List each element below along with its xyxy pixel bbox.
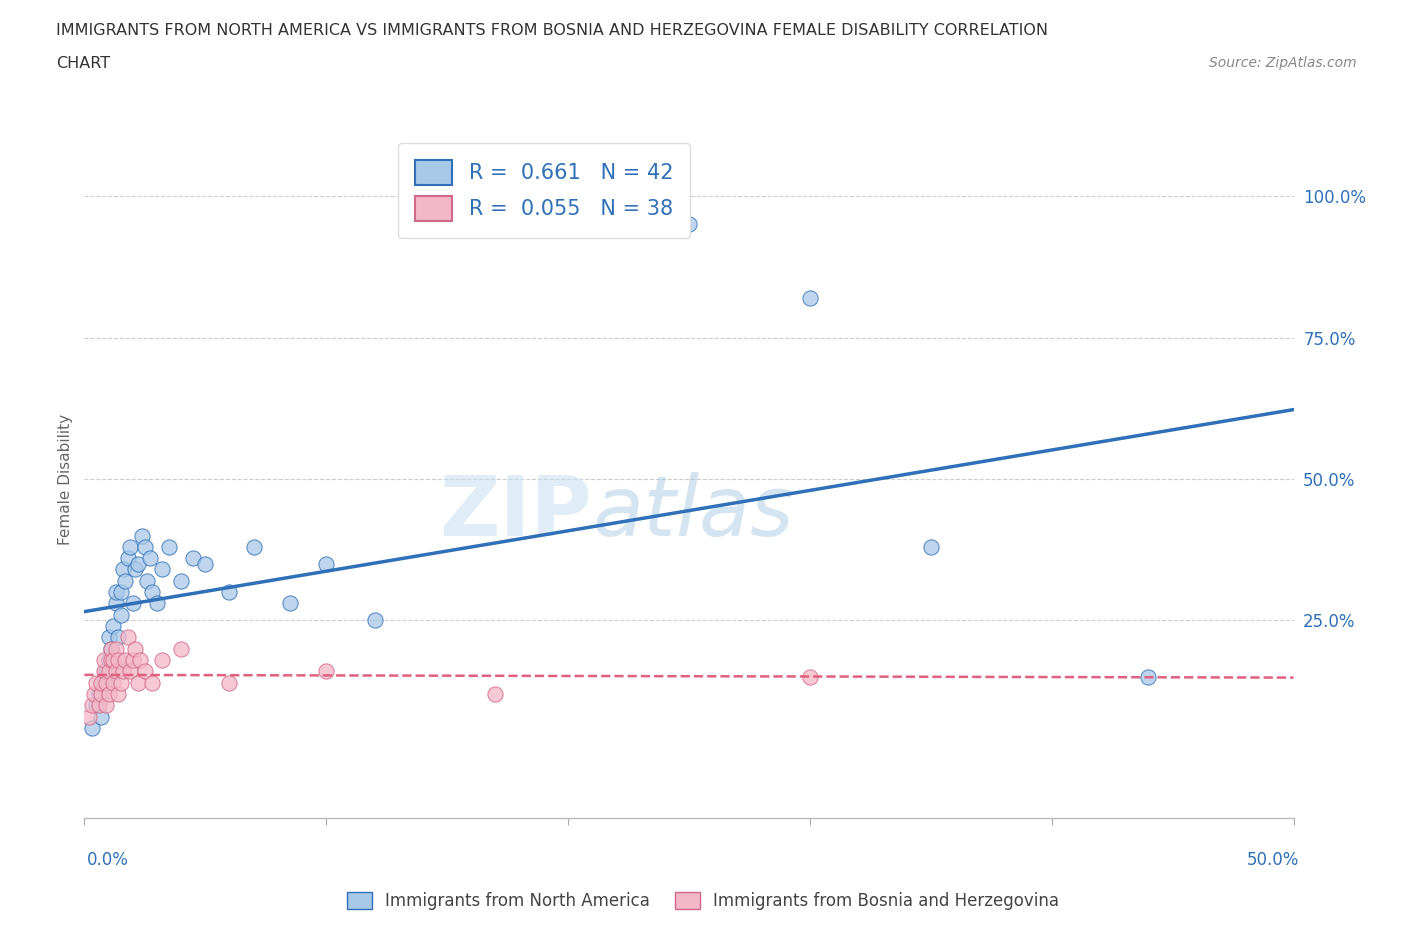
Point [114, 653, 136, 668]
Point [218, 675, 240, 690]
Legend: Immigrants from North America, Immigrants from Bosnia and Herzegovina: Immigrants from North America, Immigrant… [340, 885, 1066, 917]
Point [138, 551, 160, 565]
Point [90, 675, 112, 690]
Legend: R =  0.661   N = 42, R =  0.055   N = 38: R = 0.661 N = 42, R = 0.055 N = 38 [398, 143, 690, 238]
Point [94, 675, 117, 690]
Point [86, 698, 108, 712]
Point [112, 664, 135, 679]
Text: 50.0%: 50.0% [1247, 851, 1299, 869]
Point [94, 664, 117, 679]
Point [117, 551, 139, 565]
Point [114, 573, 136, 589]
Point [103, 618, 125, 633]
Point [141, 675, 163, 690]
Point [141, 585, 163, 600]
Point [104, 642, 127, 657]
Point [112, 562, 135, 577]
Point [77, 710, 100, 724]
Point [100, 642, 122, 657]
Point [120, 539, 142, 554]
Point [104, 596, 127, 611]
Point [97, 664, 120, 679]
Point [278, 596, 301, 611]
Point [93, 653, 115, 668]
Point [83, 686, 105, 701]
Point [181, 551, 204, 565]
Point [127, 675, 149, 690]
Point [110, 607, 132, 622]
Point [218, 585, 240, 600]
Text: ZIP: ZIP [440, 472, 592, 553]
Point [103, 653, 125, 668]
Point [124, 562, 146, 577]
Point [94, 698, 117, 712]
Point [90, 710, 112, 724]
Point [484, 686, 506, 701]
Point [107, 630, 129, 644]
Point [150, 562, 173, 577]
Point [80, 698, 103, 712]
Point [799, 670, 821, 684]
Point [97, 630, 120, 644]
Point [103, 675, 125, 690]
Point [150, 653, 173, 668]
Text: IMMIGRANTS FROM NORTH AMERICA VS IMMIGRANTS FROM BOSNIA AND HERZEGOVINA FEMALE D: IMMIGRANTS FROM NORTH AMERICA VS IMMIGRA… [56, 23, 1049, 38]
Point [124, 642, 146, 657]
Point [104, 585, 127, 600]
Point [110, 585, 132, 600]
Point [127, 556, 149, 571]
Y-axis label: Female Disability: Female Disability [58, 414, 73, 544]
Point [146, 596, 169, 611]
Point [110, 675, 132, 690]
Point [97, 686, 120, 701]
Point [920, 539, 942, 554]
Point [170, 642, 193, 657]
Point [90, 686, 112, 701]
Text: CHART: CHART [56, 56, 110, 71]
Point [134, 664, 156, 679]
Point [157, 539, 180, 554]
Point [363, 613, 385, 628]
Point [315, 556, 337, 571]
Point [100, 642, 122, 657]
Text: atlas: atlas [592, 472, 794, 553]
Point [242, 539, 264, 554]
Point [315, 664, 337, 679]
Point [93, 675, 115, 690]
Point [80, 721, 103, 736]
Point [1137, 670, 1160, 684]
Point [117, 630, 139, 644]
Point [107, 653, 129, 668]
Point [120, 664, 142, 679]
Point [86, 675, 108, 690]
Point [799, 290, 821, 305]
Point [136, 573, 159, 589]
Point [107, 686, 129, 701]
Point [129, 653, 152, 668]
Point [87, 686, 110, 701]
Point [97, 653, 120, 668]
Point [131, 528, 153, 543]
Point [93, 664, 115, 679]
Point [121, 653, 143, 668]
Point [87, 698, 110, 712]
Text: 0.0%: 0.0% [87, 851, 129, 869]
Point [678, 217, 700, 232]
Point [134, 539, 156, 554]
Point [194, 556, 217, 571]
Text: Source: ZipAtlas.com: Source: ZipAtlas.com [1209, 56, 1357, 70]
Point [104, 664, 127, 679]
Point [170, 573, 193, 589]
Point [100, 653, 122, 668]
Point [121, 596, 143, 611]
